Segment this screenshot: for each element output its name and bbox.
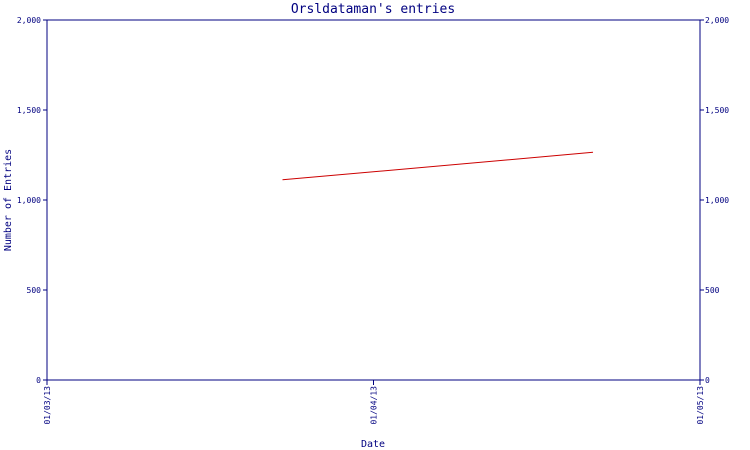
y-axis-label: Number of Entries <box>3 149 14 251</box>
x-tick-label: 01/03/13 <box>43 386 52 425</box>
series-line <box>282 151 594 181</box>
y-tick-label-right: 1,500 <box>705 106 729 115</box>
x-tick-label: 01/04/13 <box>370 386 379 425</box>
y-tick-label-right: 1,000 <box>705 196 729 205</box>
series-layer <box>282 151 594 181</box>
plot-area <box>46 19 701 381</box>
y-tick-label-left: 1,000 <box>17 196 41 205</box>
y-tick-label-left: 500 <box>27 286 42 295</box>
y-tick-label-left: 2,000 <box>17 16 41 25</box>
x-axis-label: Date <box>361 439 385 450</box>
y-tick-label-left: 0 <box>36 376 41 385</box>
x-tick-label: 01/05/13 <box>696 386 705 425</box>
y-tick-label-right: 500 <box>705 286 720 295</box>
y-tick-label-left: 1,500 <box>17 106 41 115</box>
y-axis-left: 0 500 1,000 1,500 2,000 <box>17 16 47 385</box>
y-tick-label-right: 0 <box>705 376 710 385</box>
y-tick-label-right: 2,000 <box>705 16 729 25</box>
chart-title: Orsldataman's entries <box>291 2 455 17</box>
x-axis: 01/03/13 01/04/13 01/05/13 <box>43 380 705 425</box>
y-axis-right: 0 500 1,000 1,500 2,000 <box>700 16 729 385</box>
